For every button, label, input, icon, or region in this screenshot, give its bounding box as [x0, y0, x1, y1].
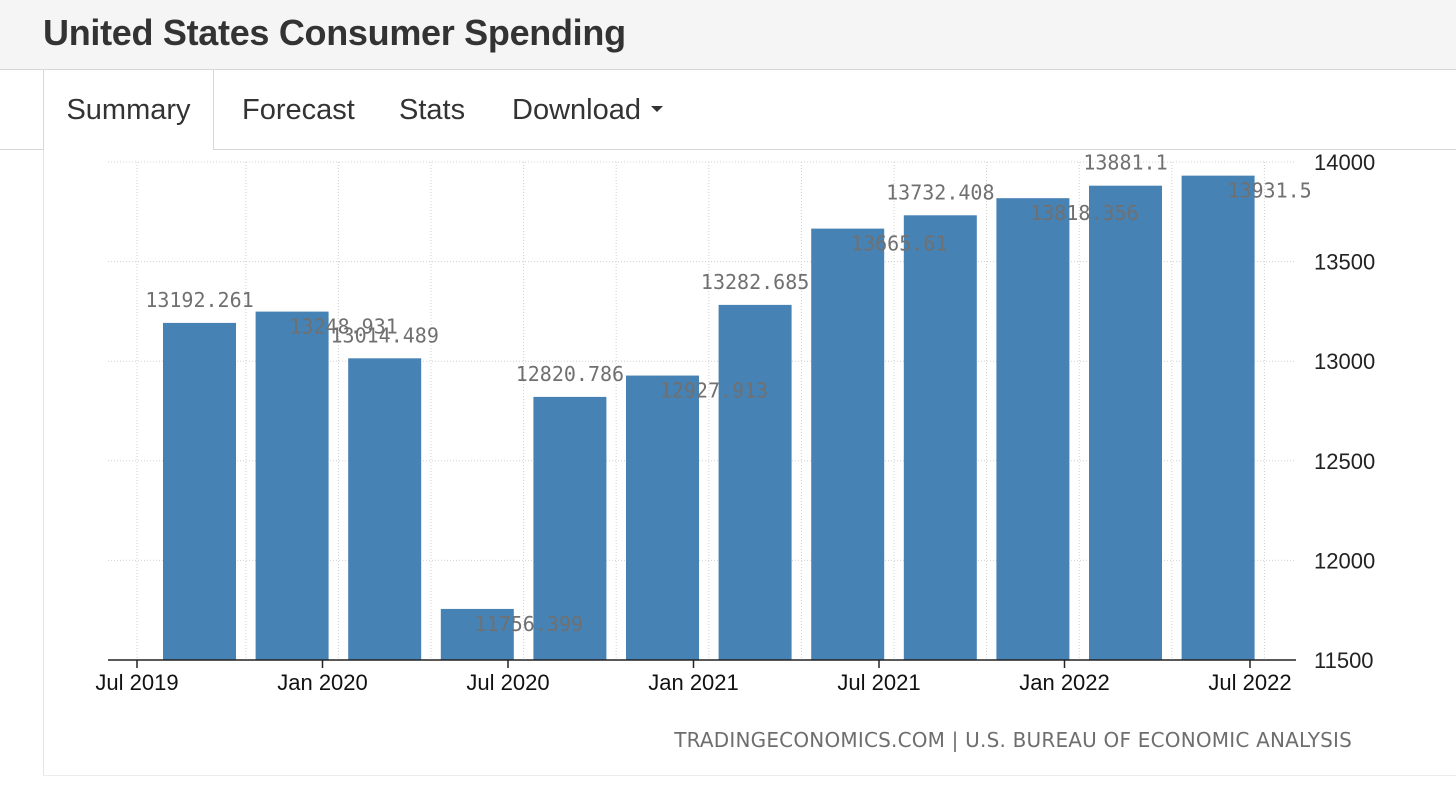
x-tick-label: Jul 2019	[95, 670, 178, 695]
bar	[533, 396, 607, 660]
x-tick-label: Jan 2020	[277, 670, 368, 695]
x-tick-label: Jan 2021	[648, 670, 739, 695]
y-tick-label: 13500	[1314, 250, 1375, 275]
data-label: 11756.399	[475, 612, 583, 636]
caret-down-icon	[650, 106, 663, 113]
bar	[1089, 185, 1162, 660]
y-tick-label: 14000	[1314, 150, 1375, 175]
data-label: 13818.356	[1030, 201, 1138, 225]
x-tick-label: Jan 2022	[1019, 670, 1110, 695]
bar	[255, 311, 329, 660]
bar	[811, 228, 885, 661]
bar	[163, 322, 236, 660]
bar	[440, 608, 514, 660]
tab-download-label: Download	[512, 94, 641, 126]
data-label: 12820.786	[516, 362, 624, 386]
data-label: 13248.931	[289, 315, 397, 339]
x-tick-label: Jul 2020	[466, 670, 549, 695]
data-label: 13665.61	[851, 232, 947, 256]
data-label: 13192.261	[145, 288, 253, 312]
data-label: 13931.5	[1227, 179, 1311, 203]
bar	[718, 304, 792, 660]
data-label: 12927.913	[660, 379, 768, 403]
bar	[626, 375, 699, 660]
tab-forecast[interactable]: Forecast	[242, 94, 355, 126]
tab-bar: Summary Forecast Stats Download	[0, 70, 1456, 150]
panel-border	[43, 775, 1456, 776]
bar	[996, 198, 1070, 661]
data-label: 13282.685	[701, 270, 809, 294]
tab-summary[interactable]: Summary	[43, 70, 214, 150]
bar	[903, 215, 977, 660]
y-tick-label: 11500	[1314, 648, 1374, 673]
data-label: 13732.408	[886, 180, 994, 204]
x-tick-label: Jul 2022	[1208, 670, 1291, 695]
bar	[1181, 175, 1255, 660]
data-label: 13881.1	[1083, 151, 1167, 175]
header-bar: United States Consumer Spending	[0, 0, 1456, 70]
bar	[348, 358, 422, 660]
tab-divider	[0, 149, 43, 150]
source-attribution: TRADINGECONOMICS.COM | U.S. BUREAU OF EC…	[674, 728, 1352, 752]
page-title: United States Consumer Spending	[43, 12, 626, 53]
tab-divider	[214, 149, 1456, 150]
y-tick-label: 13000	[1314, 349, 1375, 374]
tab-download[interactable]: Download	[512, 70, 663, 150]
panel-border	[43, 150, 44, 775]
y-tick-label: 12500	[1314, 449, 1375, 474]
data-label: 13014.489	[331, 323, 439, 347]
tab-stats[interactable]: Stats	[399, 94, 466, 126]
y-tick-label: 12000	[1314, 548, 1375, 573]
x-tick-label: Jul 2021	[837, 670, 920, 695]
